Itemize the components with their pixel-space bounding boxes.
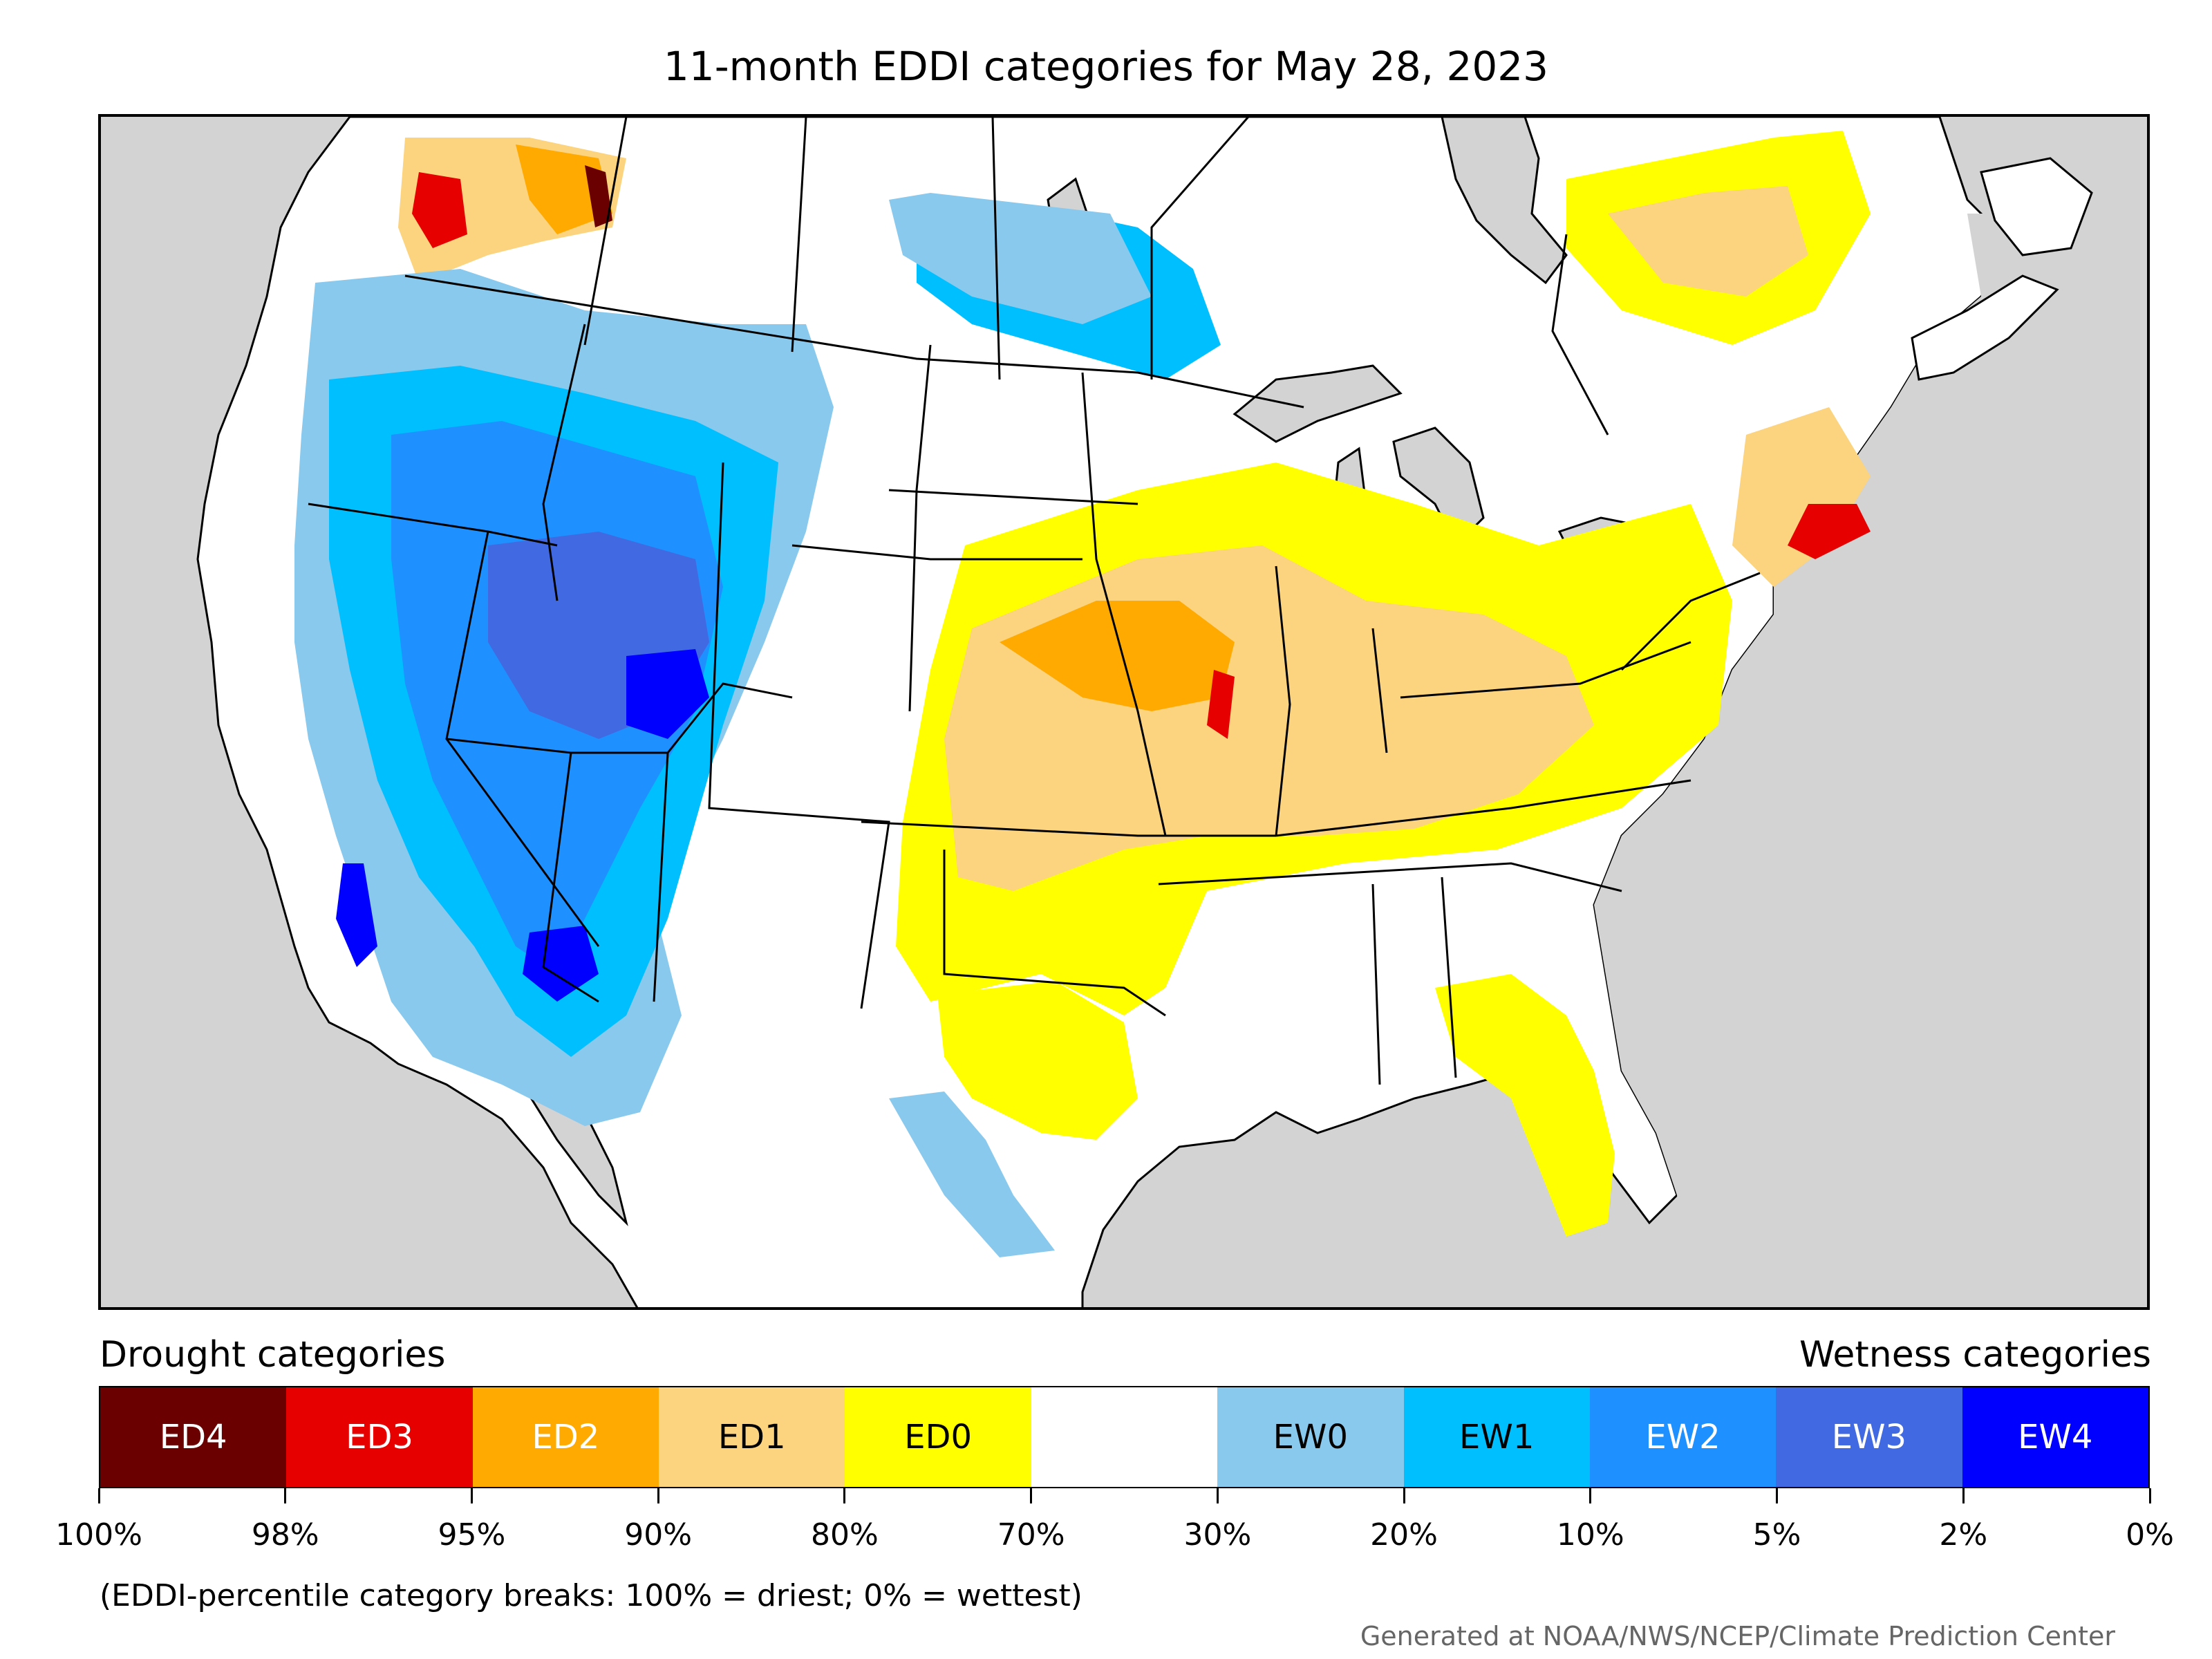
- colorbar-tick: [1776, 1488, 1779, 1503]
- colorbar-segment-ew0: EW0: [1217, 1387, 1404, 1487]
- northern-plains-ew0: [889, 193, 1152, 324]
- map-title: 11-month EDDI categories for May 28, 202…: [663, 43, 1549, 90]
- colorbar-ticks: [97, 1488, 2151, 1516]
- utah-ew4: [626, 649, 709, 739]
- missouri-ed3: [1207, 670, 1235, 739]
- colorbar-tick-label: 5%: [1752, 1517, 1801, 1553]
- colorbar-segment-ed3: ED3: [286, 1387, 473, 1487]
- arizona-ew4: [523, 926, 599, 1002]
- colorbar-tick-label: 80%: [811, 1517, 879, 1553]
- colorbar-tick-label: 90%: [624, 1517, 693, 1553]
- atlantic-ocean: [1594, 214, 2147, 1307]
- map-canvas: [101, 117, 2147, 1307]
- colorbar-segment-ew1: EW1: [1403, 1387, 1590, 1487]
- category-colorbar: ED4 ED3 ED2 ED1 ED0 EW0 EW1 EW2 EW3 EW4: [99, 1386, 2150, 1488]
- colorbar-tick: [1403, 1488, 1405, 1503]
- colorbar-segment-ed1: ED1: [659, 1387, 845, 1487]
- colorbar-segment-ew2: EW2: [1589, 1387, 1777, 1487]
- colorbar-tick: [1962, 1488, 1965, 1503]
- texas-ed0: [937, 981, 1138, 1140]
- colorbar-tick-label: 10%: [1556, 1517, 1624, 1553]
- state-borders: [308, 274, 1761, 1085]
- colorbar-tick: [1589, 1488, 1592, 1503]
- colorbar-tick-label: 95%: [438, 1517, 506, 1553]
- colorbar-tick: [97, 1488, 100, 1503]
- colorbar-tick-label: 30%: [1183, 1517, 1252, 1553]
- colorbar-tick-label: 70%: [997, 1517, 1065, 1553]
- california-coast-ew4: [336, 863, 377, 967]
- colorbar-tick-label: 2%: [1939, 1517, 1988, 1553]
- colorbar-tick-label: 0%: [2126, 1517, 2174, 1553]
- colorbar-tick-label: 20%: [1370, 1517, 1438, 1553]
- colorbar-tick-label: 100%: [55, 1517, 142, 1553]
- colorbar-segment-ew4: EW4: [1962, 1387, 2148, 1487]
- percentile-note: (EDDI-percentile category breaks: 100% =…: [100, 1578, 1082, 1613]
- colorbar-tick: [284, 1488, 287, 1503]
- nova-scotia: [1911, 274, 2059, 381]
- wetness-categories-heading: Wetness categories: [1799, 1334, 2151, 1376]
- colorbar-segment-ew3: EW3: [1776, 1387, 1962, 1487]
- colorbar-tick: [470, 1488, 473, 1503]
- south-texas-ew0: [889, 1091, 1055, 1257]
- drought-categories-heading: Drought categories: [100, 1334, 446, 1376]
- colorbar-tick: [2148, 1488, 2151, 1503]
- colorbar-segment-ed0: ED0: [845, 1387, 1031, 1487]
- colorbar-tick: [1216, 1488, 1219, 1503]
- hudson-bay: [1441, 117, 1568, 285]
- new-england-ed1: [1732, 407, 1871, 587]
- eastern-canada-ed1: [1608, 186, 1808, 297]
- southeast-ed0: [1435, 974, 1615, 1237]
- province-borders: [583, 117, 1609, 435]
- colorbar-tick: [657, 1488, 659, 1503]
- lake-superior: [1232, 364, 1403, 443]
- eddi-map: [98, 114, 2150, 1310]
- bc-drought-ed4: [585, 165, 612, 227]
- colorbar-segment-normal: [1031, 1387, 1218, 1487]
- colorbar-tick: [1030, 1488, 1033, 1503]
- colorbar-segment-ed2: ED2: [472, 1387, 659, 1487]
- new-england-ed3: [1788, 504, 1871, 559]
- newfoundland: [1980, 157, 2093, 256]
- iowa-ed2: [1000, 601, 1235, 711]
- colorbar-tick-label: 98%: [251, 1517, 319, 1553]
- colorbar-tick: [843, 1488, 846, 1503]
- credit-line: Generated at NOAA/NWS/NCEP/Climate Predi…: [1360, 1621, 2115, 1651]
- colorbar-segment-ed4: ED4: [100, 1387, 287, 1487]
- bc-drought-ed3: [412, 172, 467, 248]
